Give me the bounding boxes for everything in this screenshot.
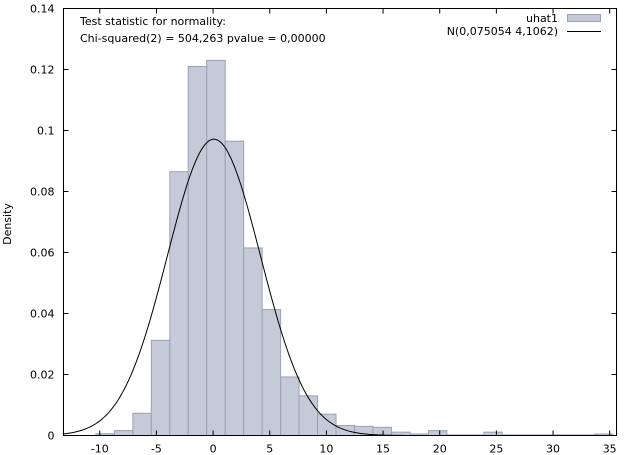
histogram-bar-15 <box>372 426 392 437</box>
x-tick-label: 5 <box>266 443 273 455</box>
histogram-bar-8 <box>243 247 263 436</box>
y-tick-label: 0.02 <box>30 369 55 382</box>
annotation-line-1: Test statistic for normality: <box>79 15 226 28</box>
histogram-bar-6 <box>206 59 226 436</box>
histogram-bar-1 <box>113 430 134 436</box>
histogram-bars <box>95 59 614 437</box>
y-tick-label: 0.04 <box>30 308 55 321</box>
x-tick-label: 30 <box>546 443 560 455</box>
x-tick-label: 15 <box>376 443 390 455</box>
y-tick-label: 0.12 <box>30 64 55 77</box>
histogram-bar-11 <box>298 395 319 437</box>
histogram-bar-9 <box>261 309 282 437</box>
x-tick-label: 10 <box>319 443 333 455</box>
y-tick-label: 0 <box>48 430 55 443</box>
histogram-bar-18 <box>427 430 448 436</box>
normal-density-curve <box>63 138 617 436</box>
x-tick-label: 35 <box>603 443 617 455</box>
y-tick-label: 0.08 <box>30 186 55 199</box>
histogram-bar-3 <box>150 339 171 436</box>
x-tick-label: 20 <box>433 443 447 455</box>
y-tick-label: 0.14 <box>30 3 55 16</box>
y-axis-ticks: 0 0.02 0.04 0.06 0.08 0.1 0.12 0.14 <box>30 3 617 443</box>
histogram-bar-5 <box>187 65 208 436</box>
y-tick-label: 0.1 <box>37 125 55 138</box>
x-tick-label: 25 <box>489 443 503 455</box>
legend-label-histogram: uhat1 <box>526 12 558 25</box>
histogram-bar-2 <box>132 412 152 436</box>
annotation-line-2: Chi-squared(2) = 504,263 pvalue = 0,0000… <box>80 32 326 45</box>
legend-swatch-histogram <box>567 14 601 22</box>
legend-label-normal: N(0,075054 4,1062) <box>447 25 558 38</box>
legend: uhat1 N(0,075054 4,1062) <box>447 12 601 38</box>
x-tick-label: -5 <box>151 443 162 455</box>
x-axis-ticks: -10 -5 0 5 10 15 20 25 30 35 <box>91 8 617 455</box>
plot-frame <box>63 8 617 436</box>
histogram-bar-10 <box>280 376 300 437</box>
y-axis-label: Density <box>1 203 14 245</box>
histogram-bar-21 <box>483 431 503 437</box>
y-tick-label: 0.06 <box>30 247 55 260</box>
x-tick-label: -10 <box>91 443 109 455</box>
x-tick-label: 0 <box>210 443 217 455</box>
